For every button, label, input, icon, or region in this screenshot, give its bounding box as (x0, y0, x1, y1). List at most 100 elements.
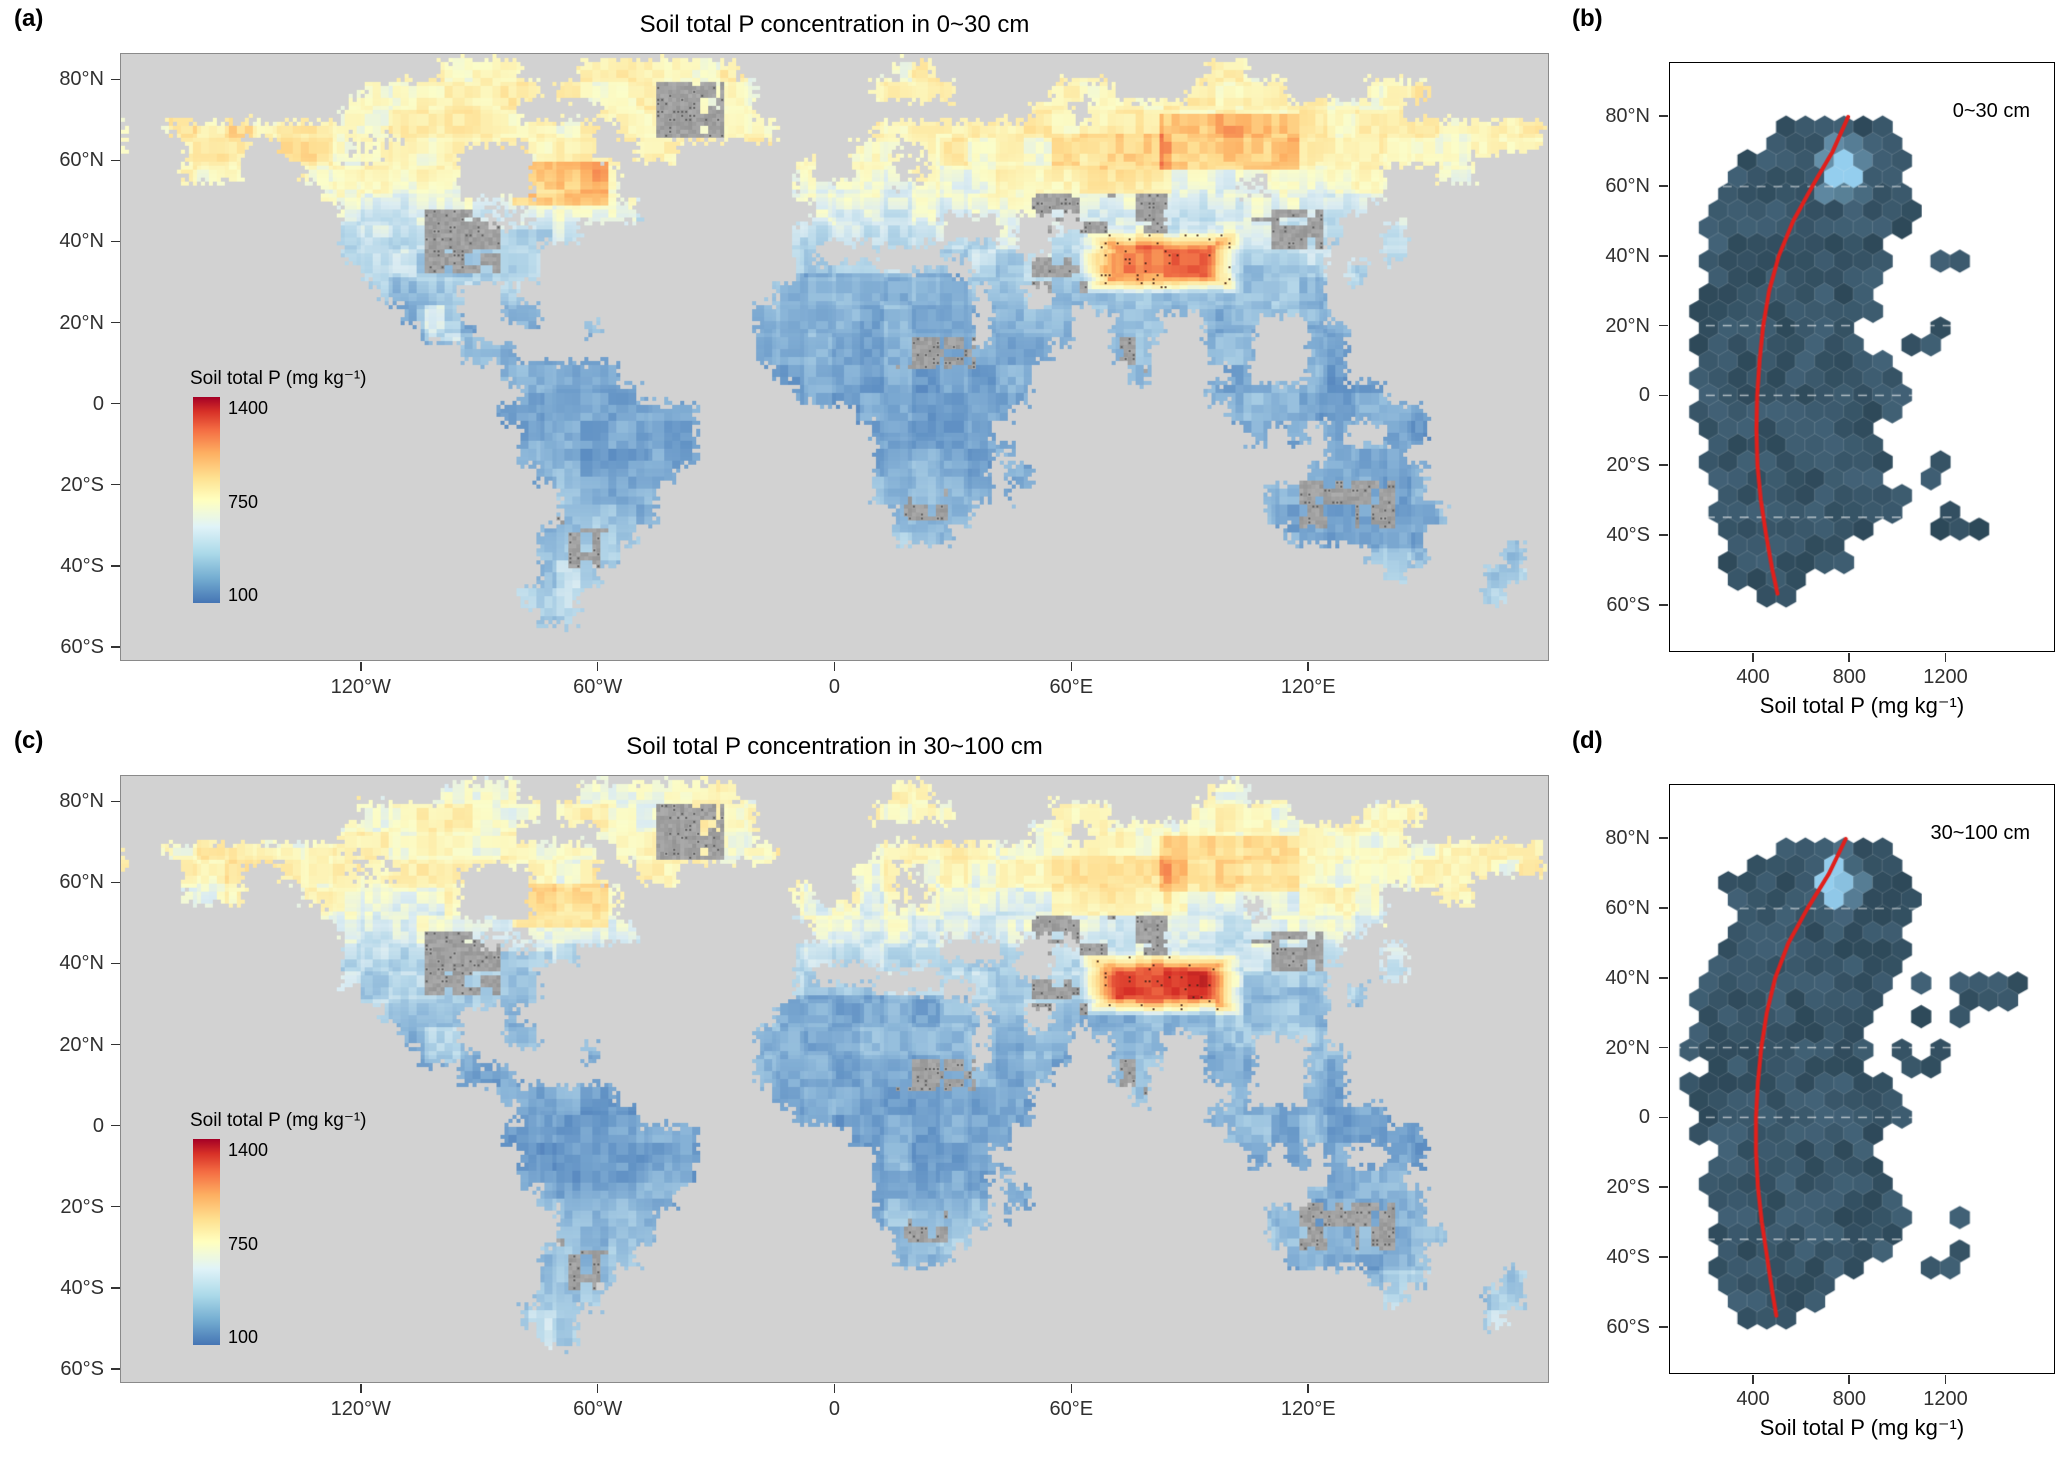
map-y-axis-tick (111, 1286, 120, 1289)
map-x-axis-tick (1307, 1384, 1309, 1393)
map-y-axis-tick-label: 60°S (60, 635, 104, 658)
hex-y-axis-tick (1659, 1256, 1668, 1258)
hex-y-axis-tick (1659, 1046, 1668, 1049)
hex-y-axis-tick (1659, 837, 1668, 839)
hex-x-axis-tick (1944, 653, 1947, 662)
map-y-axis-tick-label: 20°N (59, 311, 104, 334)
legend-30-100cm: Soil total P (mg kg⁻¹) 1400 750 100 (190, 1109, 367, 1347)
hex-x-axis-tick-label: 1200 (1923, 1388, 1968, 1410)
map-x-axis-tick-label: 0 (828, 676, 841, 698)
hexbin-b-x-axis-title: Soil total P (mg kg⁻¹) (1759, 693, 1965, 718)
hex-x-axis-tick (1752, 1375, 1754, 1384)
map-x-axis-tick-label: 120°W (330, 1398, 391, 1420)
hex-y-axis-tick (1659, 976, 1668, 979)
hex-y-axis-tick (1659, 534, 1668, 536)
map-y-axis-tick-label: 0 (92, 392, 104, 415)
map-x-axis-tick (1070, 1384, 1073, 1393)
legend-tick-750: 750 (228, 492, 259, 512)
world-map-canvas-30-100cm (121, 776, 1548, 1382)
panel-c-label: (c) (14, 727, 44, 754)
hex-y-axis-tick-label: 40°S (1606, 524, 1650, 547)
hex-y-axis-tick-label: 80°N (1605, 105, 1650, 127)
map-x-axis-tick (1070, 662, 1073, 671)
hex-x-axis-tick-label: 400 (1736, 1388, 1770, 1410)
legend-tick-1400: 1400 (228, 398, 269, 418)
map-y-axis-tick-label: 80°N (59, 68, 104, 91)
legend-title: Soil total P (mg kg⁻¹) (190, 1110, 367, 1131)
hex-y-axis-tick (1659, 324, 1668, 327)
map-x-axis-tick (596, 662, 599, 671)
map-x-axis-tick-label: 60°W (573, 1398, 623, 1420)
hex-x-axis-tick (1944, 1375, 1947, 1384)
hex-y-axis-tick-label: 60°N (1605, 896, 1650, 919)
hex-y-axis-tick-label: 20°S (1606, 454, 1650, 477)
map-x-axis-tick-label: 60°W (573, 676, 623, 698)
hex-y-axis-tick-label: 60°N (1605, 174, 1650, 197)
map-y-axis-tick (111, 1368, 120, 1370)
map-y-axis-tick (111, 1043, 120, 1046)
legend-tick-100: 100 (228, 585, 259, 605)
hex-y-axis-tick-label: 20°N (1605, 1036, 1650, 1059)
panel-a-title: Soil total P concentration in 0~30 cm (639, 11, 1030, 38)
map-y-axis-tick (111, 402, 120, 405)
map-y-axis-tick-label: 20°S (60, 473, 104, 496)
legend-colorbar (193, 1139, 220, 1345)
hex-y-axis-tick-label: 0 (1638, 384, 1650, 407)
hex-y-axis-tick (1659, 907, 1668, 909)
hex-x-axis-tick-label: 800 (1832, 666, 1866, 688)
map-y-axis-tick-label: 40°N (59, 952, 104, 975)
hexbin-b-annotation: 0~30 cm (1952, 100, 2030, 122)
legend-title: Soil total P (mg kg⁻¹) (190, 368, 367, 389)
hex-y-axis-tick-label: 60°S (1606, 594, 1650, 616)
map-y-axis-tick (111, 1124, 120, 1127)
map-y-axis-tick-label: 60°N (59, 871, 104, 894)
map-x-axis-tick (833, 662, 836, 671)
map-y-axis-tick (111, 159, 120, 162)
hex-y-axis-tick-label: 20°N (1605, 314, 1650, 337)
hexbin-canvas-30-100cm (1670, 785, 2054, 1373)
panel-b-label: (b) (1572, 5, 1603, 32)
hex-x-axis-tick-label: 1200 (1923, 666, 1968, 688)
map-x-axis-tick (596, 1384, 599, 1393)
hex-y-axis-tick-label: 40°N (1605, 966, 1650, 989)
hex-y-axis-tick (1659, 1326, 1668, 1328)
legend-tick-750: 750 (228, 1234, 259, 1254)
hexbin-plot-30-100cm (1669, 784, 2055, 1374)
hexbin-d-x-axis-title: Soil total P (mg kg⁻¹) (1759, 1415, 1965, 1440)
map-x-axis-tick-label: 120°W (330, 676, 391, 698)
world-map-canvas-0-30cm (121, 54, 1548, 660)
hex-x-axis-tick (1848, 653, 1851, 662)
panel-d-label: (d) (1572, 727, 1603, 754)
map-y-axis-tick (111, 240, 120, 243)
map-x-axis-tick (833, 1384, 836, 1393)
map-y-axis-tick (111, 321, 120, 324)
map-y-axis-tick (111, 646, 120, 648)
map-x-axis-tick (1307, 662, 1309, 671)
world-map-0-30cm (120, 53, 1549, 661)
map-y-axis-tick-label: 60°N (59, 149, 104, 172)
hex-y-axis-tick-label: 60°S (1606, 1316, 1650, 1338)
hex-y-axis-tick (1659, 394, 1668, 397)
map-x-axis-tick (359, 1384, 362, 1393)
hexbin-plot-0-30cm (1669, 62, 2055, 652)
map-y-axis-tick-label: 40°S (60, 1276, 104, 1299)
map-y-axis-tick (111, 881, 120, 884)
map-x-axis-tick-label: 120°E (1280, 1398, 1336, 1420)
hex-x-axis-tick-label: 400 (1736, 666, 1770, 688)
legend-tick-100: 100 (228, 1327, 259, 1347)
map-y-axis-tick (111, 800, 120, 803)
map-y-axis-tick (111, 1205, 120, 1208)
map-x-axis-tick-label: 0 (828, 1398, 841, 1420)
hexbin-canvas-0-30cm (1670, 63, 2054, 651)
map-y-axis-tick-label: 60°S (60, 1357, 104, 1380)
legend-colorbar (193, 397, 220, 603)
hex-y-axis-tick-label: 40°N (1605, 244, 1650, 267)
map-y-axis-tick-label: 40°N (59, 230, 104, 253)
hex-y-axis-tick-label: 80°N (1605, 827, 1650, 849)
hex-x-axis-tick (1848, 1375, 1851, 1384)
world-map-30-100cm (120, 775, 1549, 1383)
hex-y-axis-tick (1659, 1186, 1668, 1189)
hexbin-d-annotation: 30~100 cm (1930, 822, 2030, 844)
map-x-axis-tick-label: 60°E (1049, 1398, 1094, 1420)
map-y-axis-tick-label: 0 (92, 1114, 104, 1137)
